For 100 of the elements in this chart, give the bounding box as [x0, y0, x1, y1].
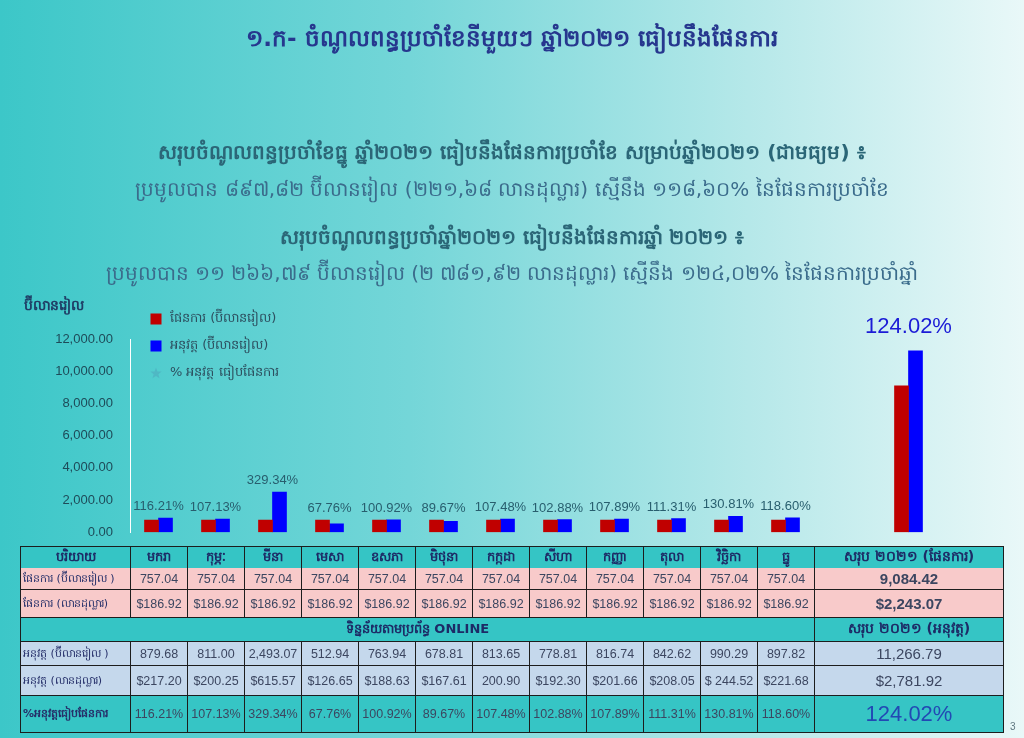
- text: 757.04: [187, 568, 245, 590]
- y-tick-label: 0.00: [87, 523, 113, 539]
- text: $126.65: [301, 665, 359, 696]
- text: $ 244.52: [700, 665, 758, 696]
- text: $186.92: [529, 589, 587, 618]
- text: 9,084.42: [814, 568, 1004, 590]
- x-tick-label: មីនា: [244, 546, 302, 569]
- bar: [315, 519, 330, 533]
- text: $200.25: [187, 665, 245, 696]
- text: $217.20: [130, 665, 188, 696]
- text: 107.13%: [187, 695, 245, 733]
- text: 678.81: [415, 641, 473, 666]
- annotation: 67.76%: [307, 500, 352, 516]
- bar: [543, 519, 558, 533]
- y-tick-label: 12,000.00: [55, 330, 113, 346]
- legend-label: អនុវត្ត (ប៊ីលានរៀល): [170, 336, 269, 355]
- x-tick-label: មិថុនា: [415, 546, 473, 569]
- x-tick-label: តុលា: [643, 546, 701, 569]
- bar: [158, 517, 173, 533]
- annotation: 111.31%: [646, 498, 697, 514]
- y-tick-label: 2,000.00: [62, 491, 113, 507]
- bar: [372, 519, 387, 533]
- text: 757.04: [358, 568, 416, 590]
- text: 11,266.79: [814, 641, 1004, 666]
- text: 107.48%: [472, 695, 530, 733]
- text: $186.92: [472, 589, 530, 618]
- bar: [557, 519, 572, 533]
- annotation: 107.89%: [588, 499, 641, 515]
- text: 813.65: [472, 641, 530, 666]
- text: $208.05: [643, 665, 701, 696]
- annotation: 102.88%: [531, 499, 584, 515]
- x-tick-label: មេសា: [301, 546, 359, 569]
- annotation: 329.34%: [246, 472, 299, 488]
- bar: [386, 519, 401, 533]
- annotation: 107.13%: [189, 499, 242, 515]
- text: $201.66: [586, 665, 644, 696]
- text: 329.34%: [244, 695, 302, 733]
- text: 757.04: [244, 568, 302, 590]
- bar: [272, 491, 287, 533]
- chart-title: ១.ក- ចំណូលពន្ធប្រចាំខែនីមួយៗ ឆ្នាំ២០២១ ធៀបនឹងផែនការ: [245, 24, 779, 56]
- bar: [771, 519, 786, 533]
- text: អនុវត្ត (ប៊ីលានរៀល ): [20, 641, 131, 666]
- x-tick-label: សីហា: [529, 546, 587, 569]
- text: 990.29: [700, 641, 758, 666]
- text: $167.61: [415, 665, 473, 696]
- text: 118.60%: [757, 695, 815, 733]
- bar: [258, 519, 273, 533]
- y-tick-label: 4,000.00: [62, 459, 113, 475]
- text: 757.04: [643, 568, 701, 590]
- y-axis-title: ប៊ីលានរៀល: [24, 296, 84, 317]
- x-tick-label: កក្កដា: [472, 546, 530, 569]
- text: $186.92: [586, 589, 644, 618]
- text: 67.76%: [301, 695, 359, 733]
- bar: [714, 519, 729, 533]
- text: $2,781.92: [814, 665, 1004, 696]
- text: 124.02%: [814, 695, 1004, 733]
- text: $186.92: [415, 589, 473, 618]
- text: ប្រមូលបាន ១១ ២៦៦,៧៩ ប៊ីលានរៀល (២ ៧៨១,៩២ លានដុល្លារ) ស្មើនឹង ១២៤,០២% នៃផែនការប្រចាំឆ្នាំ: [104, 260, 920, 289]
- text: 757.04: [757, 568, 815, 590]
- text: 757.04: [586, 568, 644, 590]
- x-tick-label: កញ្ញា: [586, 546, 644, 569]
- bar: [486, 519, 501, 533]
- annotation: 130.81%: [702, 496, 755, 512]
- text: 757.04: [472, 568, 530, 590]
- text: 3: [1010, 721, 1016, 732]
- text: ទិន្នន័យតាមប្រព័ន្ធ ONLINE: [20, 617, 815, 642]
- text: 842.62: [643, 641, 701, 666]
- y-tick-label: 10,000.00: [55, 362, 113, 378]
- text: 107.89%: [586, 695, 644, 733]
- bar: [671, 518, 686, 533]
- annotation: 124.02%: [865, 312, 952, 338]
- x-tick-label: ធ្នូ: [757, 546, 815, 569]
- text: 816.74: [586, 641, 644, 666]
- bar: [600, 519, 615, 533]
- text: 757.04: [130, 568, 188, 590]
- text: $186.92: [700, 589, 758, 618]
- bar: [144, 519, 159, 533]
- legend-label: % អនុវត្ត ធៀបផែនការ: [170, 363, 279, 382]
- text: 757.04: [529, 568, 587, 590]
- legend-label: ផែនការ (ប៊ីលានរៀល): [170, 309, 277, 328]
- text: $186.92: [301, 589, 359, 618]
- bar: [657, 519, 672, 533]
- bar: [728, 515, 743, 533]
- bar: [614, 518, 629, 533]
- text: 897.82: [757, 641, 815, 666]
- text: 200.90: [472, 665, 530, 696]
- text: $186.92: [757, 589, 815, 618]
- text: ផែនការ (លានដុល្លារ): [20, 589, 131, 618]
- bar: [785, 517, 800, 533]
- annotation: 107.48%: [474, 499, 527, 515]
- x-tick-label: វិច្ឆិកា: [700, 546, 758, 569]
- bar: [201, 519, 216, 533]
- text: 811.00: [187, 641, 245, 666]
- text: 2,493.07: [244, 641, 302, 666]
- x-tick-label: មករា: [130, 546, 188, 569]
- text: %អនុវត្តធៀបផែនការ: [20, 695, 131, 733]
- text: $186.92: [643, 589, 701, 618]
- annotation: 116.21%: [133, 498, 185, 514]
- annotation: 100.92%: [360, 499, 413, 515]
- text: $192.30: [529, 665, 587, 696]
